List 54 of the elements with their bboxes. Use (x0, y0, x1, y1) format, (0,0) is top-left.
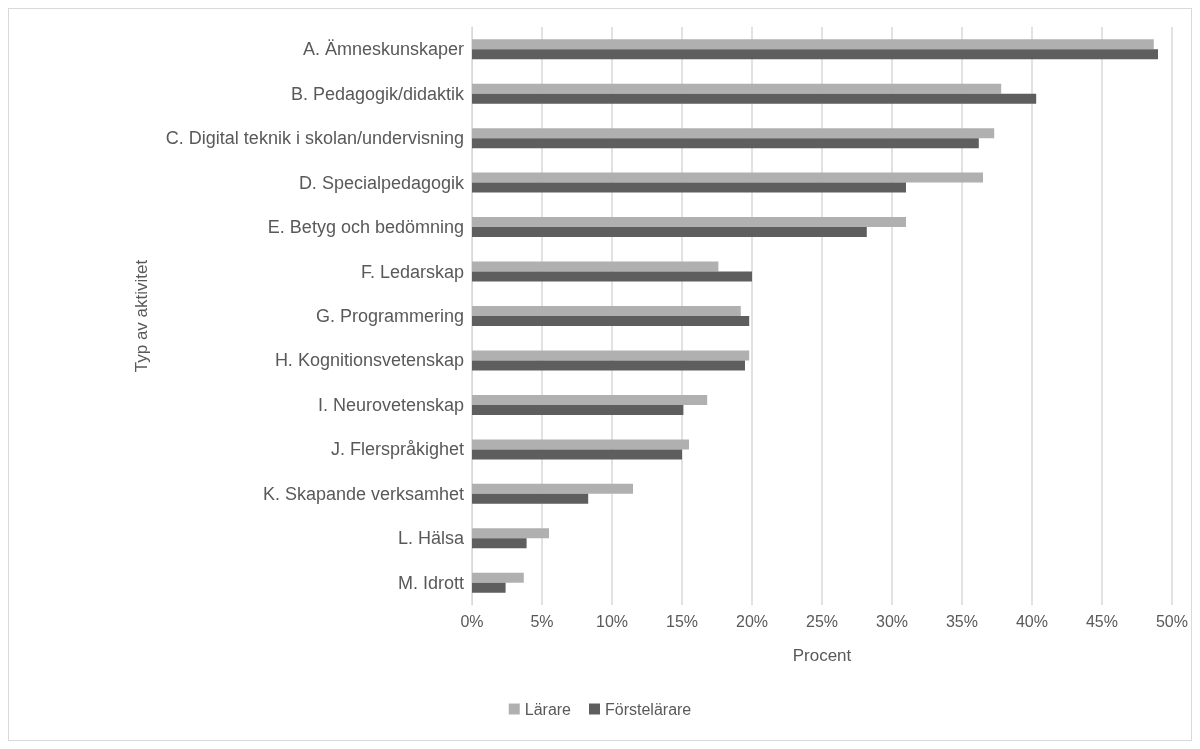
legend-label: Förstelärare (605, 700, 692, 718)
bar (472, 350, 750, 361)
x-tick-label: 15% (665, 612, 699, 630)
y-tick-label: D. Specialpedagogik (298, 172, 465, 193)
y-tick-label: E. Betyg och bedömning (267, 217, 464, 238)
x-tick-label: 35% (945, 612, 979, 630)
x-tick-label: 45% (1085, 612, 1119, 630)
x-tick-label: 5% (530, 612, 554, 630)
bar (472, 271, 752, 282)
y-tick-label: M. Idrott (397, 572, 464, 593)
x-axis-title: Procent (792, 646, 852, 665)
x-tick-label: 0% (460, 612, 484, 630)
bar (472, 439, 689, 450)
bar (472, 227, 867, 238)
bar (472, 182, 906, 193)
bar (472, 316, 750, 326)
y-tick-label: B. Pedagogik/didaktik (290, 83, 465, 104)
bar (472, 217, 906, 228)
bar (472, 39, 1154, 50)
y-tick-label: F. Ledarskap (360, 261, 464, 282)
y-tick-label: G. Programmering (315, 306, 464, 326)
x-tick-label: 40% (1015, 612, 1049, 630)
x-tick-label: 50% (1155, 612, 1188, 630)
y-tick-label: H. Kognitionsvetenskap (274, 350, 464, 371)
bar (472, 404, 684, 415)
bar (472, 138, 979, 149)
y-tick-label: C. Digital teknik i skolan/undervisning (165, 128, 464, 149)
y-tick-label: K. Skapande verksamhet (262, 483, 464, 504)
y-axis-title: Typ av aktivitet (132, 259, 151, 373)
y-tick-label: J. Flerspråkighet (330, 439, 464, 460)
bar (472, 306, 741, 316)
y-tick-label: L. Hälsa (397, 528, 465, 549)
bar (472, 394, 708, 405)
x-tick-label: 25% (805, 612, 839, 630)
bar (472, 360, 745, 371)
legend-label: Lärare (524, 700, 572, 718)
bar (472, 538, 527, 549)
bar (472, 172, 983, 183)
bar (472, 572, 524, 583)
bar (472, 493, 589, 504)
bar (472, 128, 995, 139)
bar (472, 49, 1158, 60)
bar (472, 528, 549, 539)
bar (472, 582, 506, 593)
bar (472, 449, 682, 460)
bar (472, 93, 1037, 104)
bar (472, 483, 633, 494)
x-tick-label: 20% (735, 612, 769, 630)
y-tick-label: I. Neurovetenskap (317, 394, 464, 415)
x-tick-label: 10% (595, 612, 629, 630)
bar (472, 261, 719, 272)
y-tick-label: A. Ämneskunskaper (302, 39, 464, 60)
bar (472, 83, 1002, 94)
x-tick-label: 30% (875, 612, 909, 630)
